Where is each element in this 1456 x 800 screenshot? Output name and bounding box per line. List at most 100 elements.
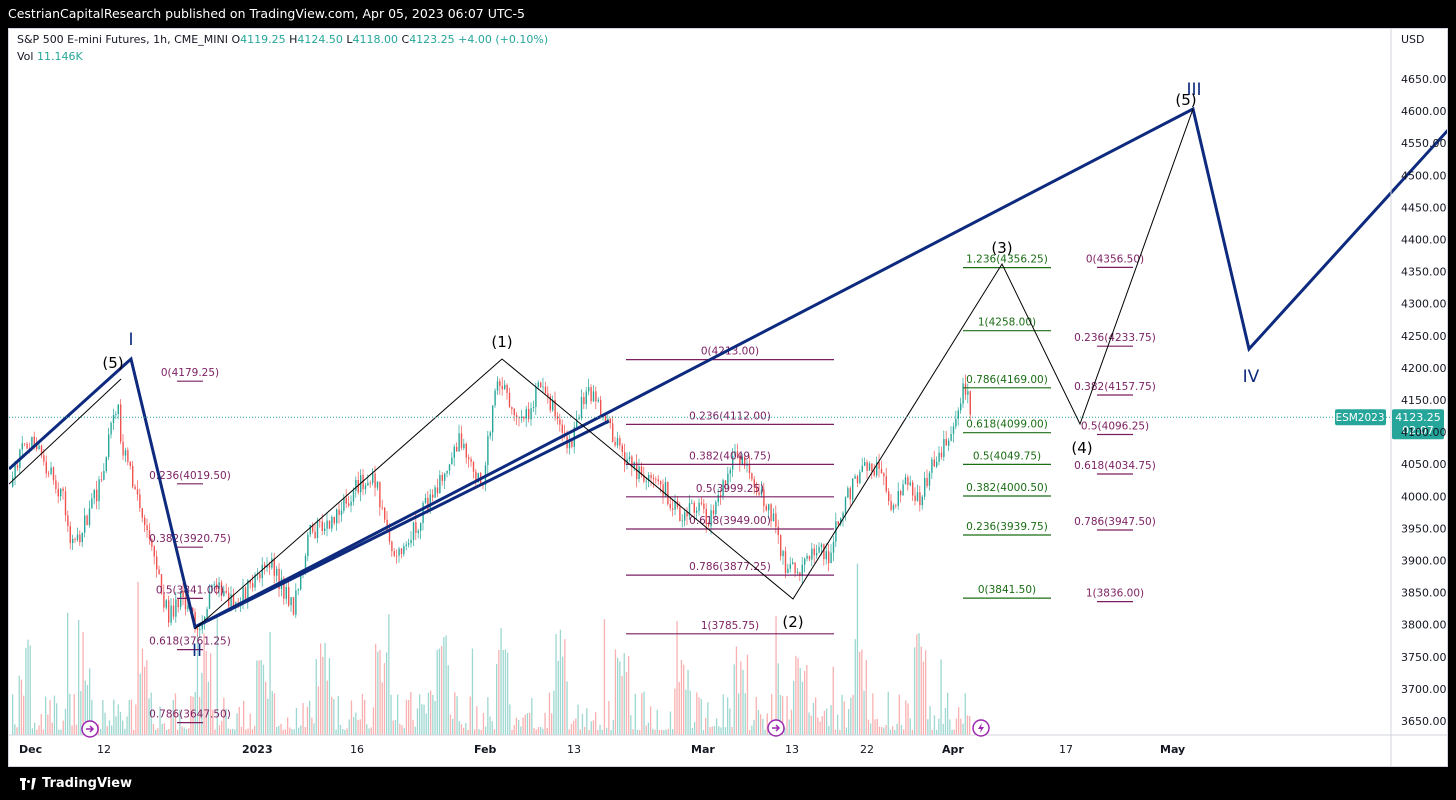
candle-body xyxy=(871,463,873,471)
volume-bar xyxy=(533,727,535,735)
candle-body xyxy=(436,487,439,494)
volume-bar xyxy=(201,672,203,735)
candle-body xyxy=(739,455,741,464)
candle-body xyxy=(242,587,244,604)
candle-body xyxy=(667,482,669,504)
fib-level-label: 0.786(3947.50) xyxy=(1074,516,1156,528)
candle-body xyxy=(98,479,100,502)
volume-bar xyxy=(337,696,339,735)
candle-body xyxy=(696,510,698,513)
volume-bar xyxy=(249,713,251,735)
volume-bar xyxy=(863,690,865,735)
candle-body xyxy=(928,472,931,486)
chart-panel[interactable]: 0(4179.25) 0.236(4019.50) 0.382(3920.75) 0.… xyxy=(8,28,1448,767)
volume-bar xyxy=(540,727,542,735)
volume-bar xyxy=(694,721,696,735)
candle-body xyxy=(357,480,359,493)
volume-bar xyxy=(555,634,557,735)
candle-body xyxy=(741,456,743,464)
candle-body xyxy=(458,433,460,452)
volume-bar xyxy=(49,700,51,735)
candle-body xyxy=(151,539,153,547)
volume-bar xyxy=(284,729,287,735)
candle-body xyxy=(864,462,866,466)
volume-bar xyxy=(907,703,909,735)
volume-bar xyxy=(502,650,504,735)
volume-bar xyxy=(346,728,348,735)
candle-body xyxy=(352,490,355,502)
candle-body xyxy=(412,522,415,540)
candle-body xyxy=(720,495,722,497)
candle-body xyxy=(559,419,561,425)
volume-bar xyxy=(271,691,273,735)
candle-body xyxy=(122,441,124,456)
candle-body xyxy=(388,530,391,542)
candle-body xyxy=(736,451,739,456)
volume-bar xyxy=(278,725,280,735)
fib-level-label: 0.5(3841.00) xyxy=(156,584,224,596)
fib-level-label: 1(4258.00) xyxy=(978,317,1036,329)
candle-body xyxy=(888,491,890,502)
candle-body xyxy=(760,489,763,495)
volume-bar xyxy=(441,646,443,735)
candle-body xyxy=(400,548,403,554)
volume-bar xyxy=(276,727,278,735)
candle-body xyxy=(907,477,909,485)
volume-bar xyxy=(471,648,474,735)
minor-wave-line xyxy=(194,108,1194,630)
volume-bar xyxy=(727,697,729,735)
price-chart[interactable]: 0(4179.25) 0.236(4019.50) 0.382(3920.75) 0.… xyxy=(9,29,1448,767)
candle-body xyxy=(679,507,681,521)
fib-level-label: 0.618(4099.00) xyxy=(966,419,1048,431)
price-tick-label: 4250.00 xyxy=(1401,330,1447,343)
volume-bar xyxy=(647,722,650,735)
candle-body xyxy=(914,495,916,501)
volume-bar xyxy=(722,694,724,735)
volume-bar xyxy=(306,706,309,735)
volume-bar xyxy=(843,701,845,735)
candle-body xyxy=(724,480,727,486)
candle-body xyxy=(105,457,107,471)
price-tick-label: 3950.00 xyxy=(1401,522,1447,535)
volume-bar xyxy=(665,729,667,735)
volume-bar xyxy=(606,728,608,735)
fib-level-label: 0.236(4112.00) xyxy=(689,410,771,422)
candle-body xyxy=(763,489,765,506)
candle-body xyxy=(369,482,371,484)
close-value: 4123.25 xyxy=(409,33,458,46)
volume-bar xyxy=(740,661,742,735)
candle-body xyxy=(333,517,335,524)
volume-bar xyxy=(867,719,870,735)
candle-body xyxy=(453,446,455,458)
volume-bar xyxy=(31,728,34,735)
volume-bar xyxy=(779,694,782,735)
time-tick-label: 2023 xyxy=(242,743,273,756)
candle-body xyxy=(208,591,211,609)
candle-body xyxy=(60,488,62,497)
candle-body xyxy=(669,504,671,509)
volume-bar xyxy=(916,634,918,735)
volume-bar xyxy=(207,681,210,735)
volume-bar xyxy=(870,723,872,735)
candle-body xyxy=(672,508,674,510)
candle-body xyxy=(88,508,91,526)
candle-body xyxy=(288,587,290,606)
candle-body xyxy=(902,484,904,496)
candle-body xyxy=(585,391,587,405)
volume-bar xyxy=(848,709,850,735)
volume-bar xyxy=(232,728,234,735)
tradingview-logo[interactable]: TradingView xyxy=(20,776,132,791)
candle-body xyxy=(348,503,350,506)
candle-body xyxy=(216,584,218,590)
volume-bar xyxy=(302,703,304,735)
candle-body xyxy=(367,482,369,486)
candle-body xyxy=(86,515,88,526)
candle-body xyxy=(832,541,835,553)
volume-bar xyxy=(348,719,350,735)
volume-bar xyxy=(289,727,291,735)
fib-retracement-set: 0(4179.25) 0.236(4019.50) 0.382(3920.75) 0.… xyxy=(149,367,231,724)
candle-body xyxy=(729,469,731,474)
candle-body xyxy=(537,382,539,387)
volume-bar xyxy=(914,647,916,735)
candle-body xyxy=(127,450,129,462)
